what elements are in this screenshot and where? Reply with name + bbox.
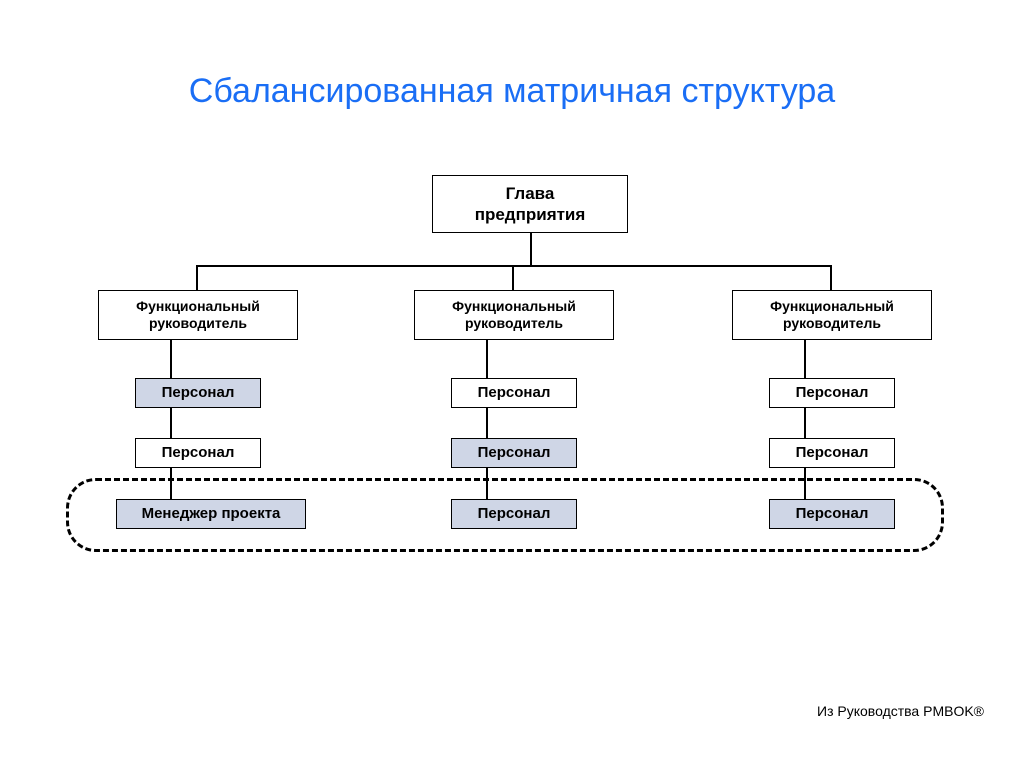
node-functional-manager-2: Функциональныйруководитель	[732, 290, 932, 340]
connector-child-trunk-1	[486, 340, 488, 514]
connector-child-trunk-0	[170, 340, 172, 514]
connector-drop-2	[830, 265, 832, 290]
node-staff-2-2: Персонал	[769, 499, 895, 529]
node-staff-1-0: Персонал	[451, 378, 577, 408]
connector-child-trunk-2	[804, 340, 806, 514]
node-staff-1-1: Персонал	[451, 438, 577, 468]
connector-head-stem	[530, 233, 532, 265]
node-staff-2-1: Персонал	[769, 438, 895, 468]
node-staff-2-0: Персонал	[769, 378, 895, 408]
node-staff-0-2: Менеджер проекта	[116, 499, 306, 529]
node-staff-0-0: Персонал	[135, 378, 261, 408]
footer-citation: Из Руководства PMBOK®	[817, 703, 984, 719]
node-head: Главапредприятия	[432, 175, 628, 233]
org-chart-canvas: Главапредприятия Функциональныйруководите…	[0, 0, 1024, 767]
connector-drop-0	[196, 265, 198, 290]
connector-drop-1	[512, 265, 514, 290]
node-staff-1-2: Персонал	[451, 499, 577, 529]
node-staff-0-1: Персонал	[135, 438, 261, 468]
node-functional-manager-1: Функциональныйруководитель	[414, 290, 614, 340]
node-functional-manager-0: Функциональныйруководитель	[98, 290, 298, 340]
